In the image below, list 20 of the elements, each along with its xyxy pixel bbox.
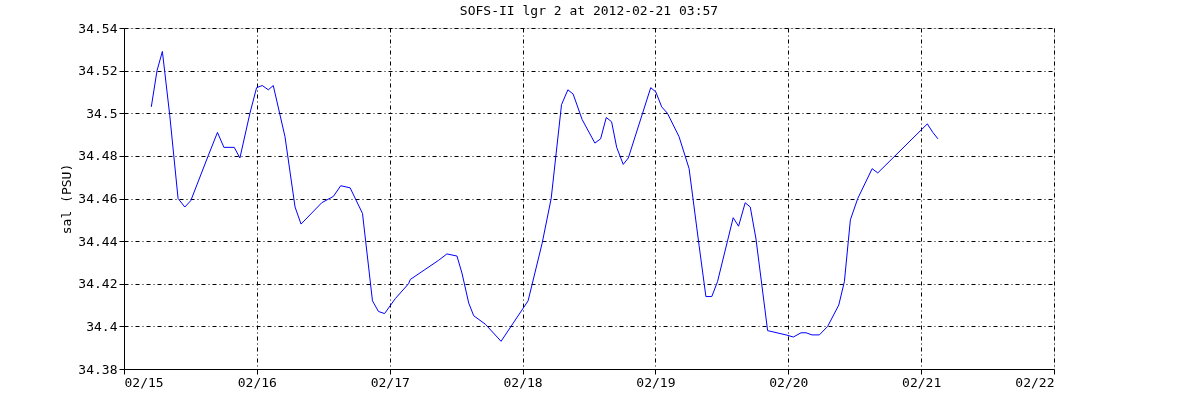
y-tick-label: 34.5: [86, 105, 118, 121]
y-tick-label: 34.54: [78, 20, 118, 36]
x-tick-label: 02/17: [370, 374, 410, 390]
x-tick-label: 02/22: [1015, 374, 1055, 390]
y-tick-label: 34.52: [78, 63, 118, 79]
x-tick-label: 02/20: [769, 374, 809, 390]
y-tick-label: 34.42: [78, 276, 118, 292]
x-tick-label: 02/19: [636, 374, 676, 390]
x-tick-label: 02/21: [902, 374, 942, 390]
y-tick-label: 34.38: [78, 361, 118, 377]
chart-title: SOFS-II lgr 2 at 2012-02-21 03:57: [459, 3, 719, 18]
y-tick-label: 34.48: [78, 148, 118, 164]
y-tick-label: 34.46: [78, 191, 118, 206]
x-tick-label: 02/18: [503, 374, 543, 390]
y-tick-label: 34.44: [78, 233, 118, 249]
y-axis-title: sal (PSU): [59, 163, 75, 235]
line-series: [150, 50, 939, 342]
y-tick-label: 34.4: [86, 318, 118, 334]
x-tick-label: 02/15: [124, 374, 164, 390]
x-tick-label: 02/16: [237, 374, 277, 390]
